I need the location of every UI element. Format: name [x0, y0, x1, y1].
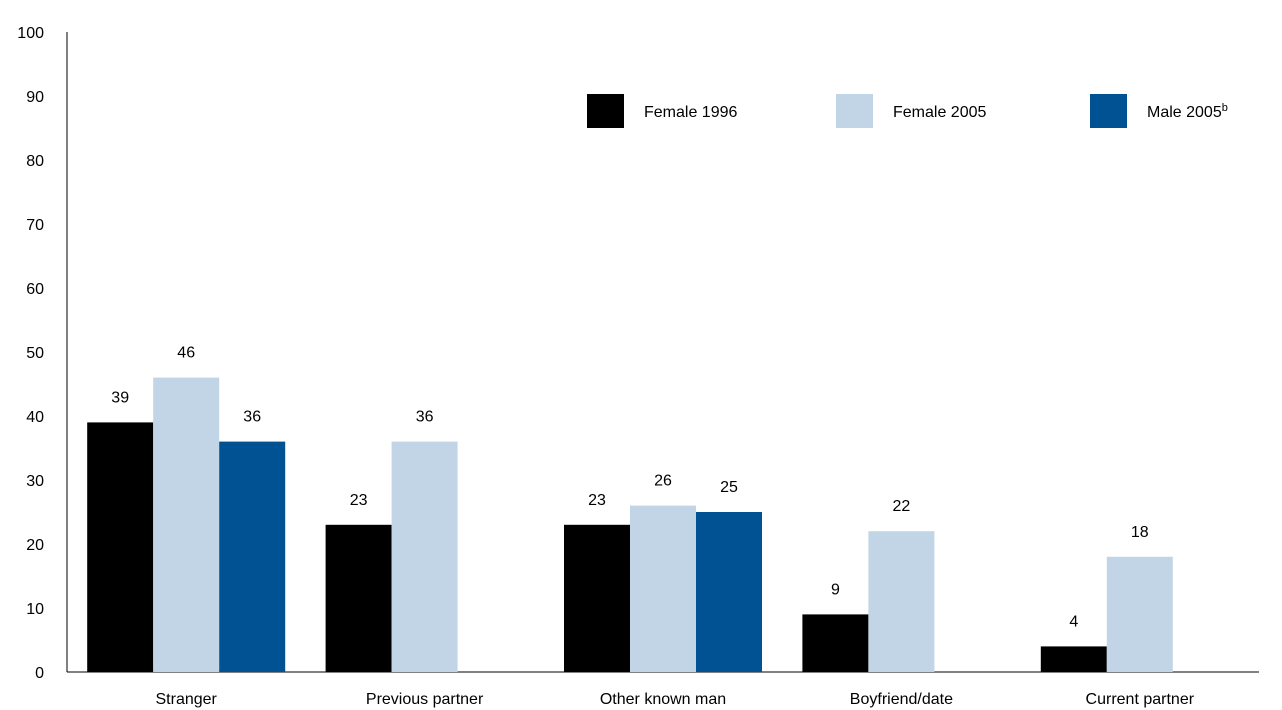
- x-axis: Stranger Previous partner Other known man B…: [67, 672, 1259, 708]
- x-tick-label: Other known man: [600, 691, 726, 708]
- bar-current-partner-female-1996: [1041, 646, 1107, 672]
- bar-other-known-man-female-2005: [630, 506, 696, 672]
- data-label: 46: [177, 345, 195, 362]
- data-label: 39: [111, 389, 129, 406]
- legend-swatch: [1090, 94, 1127, 128]
- y-tick-label: 20: [26, 537, 44, 554]
- data-label: 18: [1131, 524, 1149, 541]
- y-tick-label: 90: [26, 89, 44, 106]
- y-tick-label: 100: [17, 25, 44, 42]
- data-label: 36: [416, 409, 434, 426]
- x-tick-label: Boyfriend/date: [850, 691, 953, 708]
- y-tick-label: 50: [26, 345, 44, 362]
- bar-previous-partner-female-2005: [392, 442, 458, 672]
- x-tick-label: Stranger: [156, 691, 218, 708]
- data-label: 23: [588, 492, 606, 509]
- data-label: 4: [1069, 613, 1078, 630]
- legend-label: Female 2005: [893, 104, 986, 121]
- bar-other-known-man-female-1996: [564, 525, 630, 672]
- bar-boyfriend-date-female-2005: [868, 531, 934, 672]
- bar-previous-partner-female-1996: [326, 525, 392, 672]
- data-label: 36: [243, 409, 261, 426]
- y-tick-label: 10: [26, 601, 44, 618]
- x-tick-label: Current partner: [1086, 691, 1195, 708]
- y-tick-label: 80: [26, 153, 44, 170]
- y-axis: 0 10 20 30 40 50 60 70 80 90 100: [17, 25, 67, 682]
- legend-label: Female 1996: [644, 104, 737, 121]
- legend-superscript: b: [1222, 102, 1228, 114]
- data-label: 25: [720, 479, 738, 496]
- legend-swatch: [836, 94, 873, 128]
- y-tick-label: 0: [35, 665, 44, 682]
- legend: Female 1996 Female 2005 Male 2005b: [587, 94, 1228, 128]
- x-tick-label: Previous partner: [366, 691, 484, 708]
- bar-boyfriend-date-female-1996: [802, 614, 868, 672]
- data-label: 23: [350, 492, 368, 509]
- data-label: 22: [893, 498, 911, 515]
- bar-current-partner-female-2005: [1107, 557, 1173, 672]
- y-tick-label: 60: [26, 281, 44, 298]
- y-tick-label: 70: [26, 217, 44, 234]
- bar-other-known-man-male-2005: [696, 512, 762, 672]
- bar-stranger-male-2005: [219, 442, 285, 672]
- data-label: 9: [831, 581, 840, 598]
- data-label: 26: [654, 473, 672, 490]
- legend-swatch: [587, 94, 624, 128]
- bar-stranger-female-2005: [153, 378, 219, 672]
- y-tick-label: 30: [26, 473, 44, 490]
- bar-stranger-female-1996: [87, 422, 153, 672]
- y-tick-label: 40: [26, 409, 44, 426]
- legend-label: Male 2005b: [1147, 102, 1228, 121]
